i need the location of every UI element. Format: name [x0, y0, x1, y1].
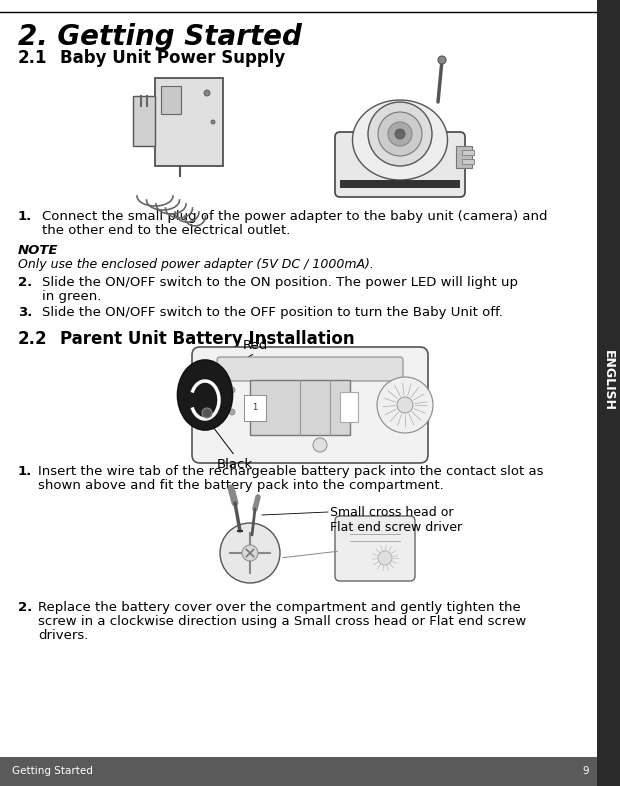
Text: Small cross head or
Flat end screw driver: Small cross head or Flat end screw drive…: [330, 506, 462, 534]
Bar: [340, 180, 460, 188]
Circle shape: [388, 122, 412, 146]
Text: screw in a clockwise direction using a Small cross head or Flat end screw: screw in a clockwise direction using a S…: [38, 615, 526, 628]
Ellipse shape: [177, 360, 232, 430]
Circle shape: [378, 112, 422, 156]
Text: 2.: 2.: [18, 601, 32, 614]
Bar: [0, 757, 597, 786]
Text: Connect the small plug of the power adapter to the baby unit (camera) and: Connect the small plug of the power adap…: [42, 210, 547, 223]
Circle shape: [242, 545, 258, 561]
Circle shape: [378, 551, 392, 565]
Circle shape: [313, 438, 327, 452]
Text: Replace the battery cover over the compartment and gently tighten the: Replace the battery cover over the compa…: [38, 601, 521, 614]
Text: NOTE: NOTE: [18, 244, 58, 257]
Text: in green.: in green.: [42, 290, 102, 303]
Text: Baby Unit Power Supply: Baby Unit Power Supply: [60, 49, 285, 67]
FancyBboxPatch shape: [155, 78, 223, 166]
Circle shape: [202, 408, 212, 418]
Text: Slide the ON/OFF switch to the OFF position to turn the Baby Unit off.: Slide the ON/OFF switch to the OFF posit…: [42, 306, 503, 319]
Text: 3.: 3.: [18, 306, 32, 319]
Text: Black: Black: [217, 458, 253, 471]
Text: Slide the ON/OFF switch to the ON position. The power LED will light up: Slide the ON/OFF switch to the ON positi…: [42, 276, 518, 289]
Circle shape: [438, 56, 446, 64]
Circle shape: [229, 387, 235, 393]
Text: the other end to the electrical outlet.: the other end to the electrical outlet.: [42, 224, 290, 237]
FancyBboxPatch shape: [133, 96, 155, 146]
Text: Only use the enclosed power adapter (5V DC / 1000mA).: Only use the enclosed power adapter (5V …: [18, 258, 374, 271]
Text: 2. Getting Started: 2. Getting Started: [18, 23, 302, 51]
Bar: [161, 86, 181, 114]
Text: 9: 9: [582, 766, 589, 777]
Circle shape: [377, 377, 433, 433]
Bar: [340, 392, 358, 422]
FancyBboxPatch shape: [192, 347, 428, 463]
Text: 2.: 2.: [18, 276, 32, 289]
Bar: [462, 159, 474, 164]
Text: 2.2: 2.2: [18, 330, 48, 348]
Text: Getting Started: Getting Started: [12, 766, 93, 777]
Circle shape: [368, 102, 432, 166]
Text: 1.: 1.: [18, 465, 32, 478]
Bar: [456, 146, 472, 168]
Text: drivers.: drivers.: [38, 629, 89, 642]
Circle shape: [229, 409, 235, 415]
FancyBboxPatch shape: [335, 516, 415, 581]
Circle shape: [211, 120, 215, 124]
Text: ENGLISH: ENGLISH: [602, 350, 615, 410]
Text: Insert the wire tab of the rechargeable battery pack into the contact slot as: Insert the wire tab of the rechargeable …: [38, 465, 544, 478]
Text: 2.1: 2.1: [18, 49, 48, 67]
Bar: [597, 0, 620, 786]
Text: Red: Red: [242, 339, 268, 352]
Text: 1: 1: [252, 403, 258, 413]
Circle shape: [204, 90, 210, 96]
Text: Parent Unit Battery Installation: Parent Unit Battery Installation: [60, 330, 355, 348]
Text: shown above and fit the battery pack into the compartment.: shown above and fit the battery pack int…: [38, 479, 444, 492]
Circle shape: [395, 129, 405, 139]
FancyBboxPatch shape: [335, 132, 465, 197]
Circle shape: [220, 523, 280, 583]
Bar: [462, 150, 474, 155]
Bar: [250, 380, 350, 435]
FancyBboxPatch shape: [217, 357, 403, 381]
Circle shape: [397, 397, 413, 413]
Text: 1.: 1.: [18, 210, 32, 223]
Ellipse shape: [353, 100, 448, 180]
